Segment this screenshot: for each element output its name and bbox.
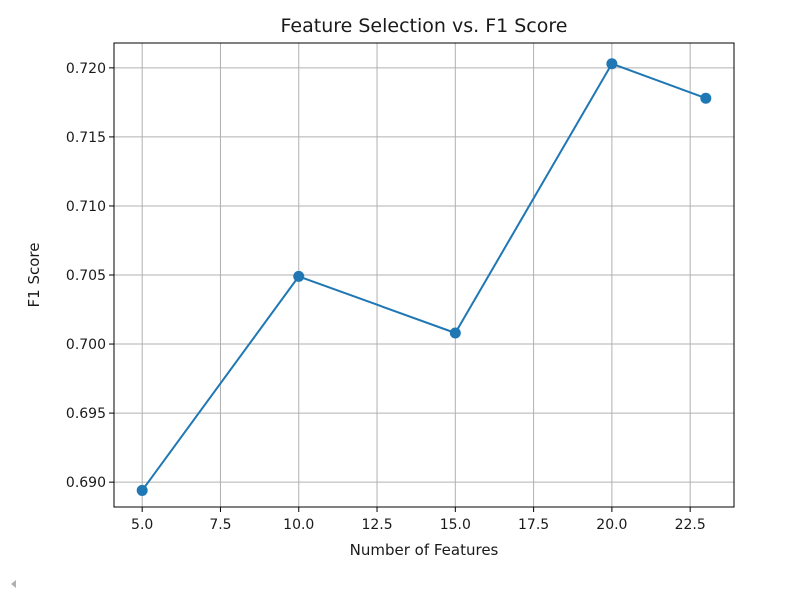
y-tick-label: 0.690 <box>66 475 106 491</box>
y-tick-label: 0.715 <box>66 130 106 146</box>
data-point <box>449 327 461 339</box>
x-tick-label: 12.5 <box>361 517 392 533</box>
triangle-left-icon[interactable] <box>11 580 16 588</box>
y-tick-label: 0.695 <box>66 406 106 422</box>
x-tick-label: 22.5 <box>675 517 706 533</box>
x-tick-label: 20.0 <box>596 517 627 533</box>
x-tick-label: 15.0 <box>440 517 471 533</box>
y-tick-label: 0.710 <box>66 199 106 215</box>
data-point <box>136 484 148 496</box>
series-line <box>141 62 707 492</box>
data-point <box>606 58 618 70</box>
y-tick-label: 0.720 <box>66 61 106 77</box>
data-point <box>700 92 712 104</box>
data-point <box>293 270 305 282</box>
y-tick-label: 0.700 <box>66 337 106 353</box>
series-group <box>136 58 712 496</box>
x-axis-label: Number of Features <box>350 541 499 559</box>
x-tick-label: 7.5 <box>209 517 231 533</box>
grid-lines <box>114 43 734 507</box>
x-tick-label: 10.0 <box>283 517 314 533</box>
y-axis-label: F1 Score <box>25 243 43 308</box>
y-tick-label: 0.705 <box>66 268 106 284</box>
x-tick-label: 17.5 <box>518 517 549 533</box>
chart-title: Feature Selection vs. F1 Score <box>281 15 568 37</box>
axis-ticks: 5.0 7.5 10.0 12.5 15.0 17.5 20.0 22.5 0.690 0.695… <box>66 61 706 533</box>
x-tick-label: 5.0 <box>131 517 153 533</box>
